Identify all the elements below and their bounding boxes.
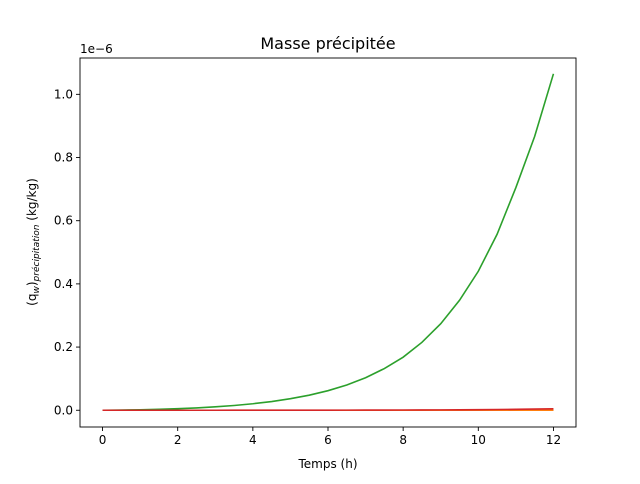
y-axis-label-sub-w: w [32, 286, 42, 294]
y-tick-label: 0.2 [54, 340, 73, 354]
x-axis-label: Temps (h) [297, 457, 357, 471]
x-tick-label: 12 [546, 433, 561, 447]
y-axis-ticks: 0.0 0.2 0.4 0.6 0.8 1.0 [54, 87, 80, 417]
x-tick-label: 0 [99, 433, 107, 447]
y-tick-label: 0.8 [54, 151, 73, 165]
y-offset-text: 1e−6 [80, 42, 113, 56]
y-tick-label: 1.0 [54, 87, 73, 101]
y-axis-label-sub-precip: précipitation [31, 224, 42, 282]
y-axis-label: (qw)précipitation (kg/kg) [25, 178, 42, 306]
y-axis-label-main: (q [25, 294, 39, 306]
plot-lines [102, 73, 555, 412]
chart-title: Masse précipitée [260, 34, 395, 53]
y-axis-label-close: ) [25, 281, 39, 286]
y-tick-label: 0.0 [54, 403, 73, 417]
series-line-2 [102, 73, 555, 412]
x-tick-label: 8 [399, 433, 407, 447]
x-tick-label: 4 [249, 433, 257, 447]
y-axis-label-unit: (kg/kg) [25, 178, 39, 224]
x-tick-label: 2 [174, 433, 182, 447]
y-tick-label: 0.6 [54, 214, 73, 228]
x-tick-label: 6 [324, 433, 332, 447]
y-tick-label: 0.4 [54, 277, 73, 291]
x-tick-label: 10 [471, 433, 486, 447]
series-line-3 [102, 408, 554, 412]
x-axis-ticks: 0 2 4 6 8 10 12 [99, 427, 561, 447]
